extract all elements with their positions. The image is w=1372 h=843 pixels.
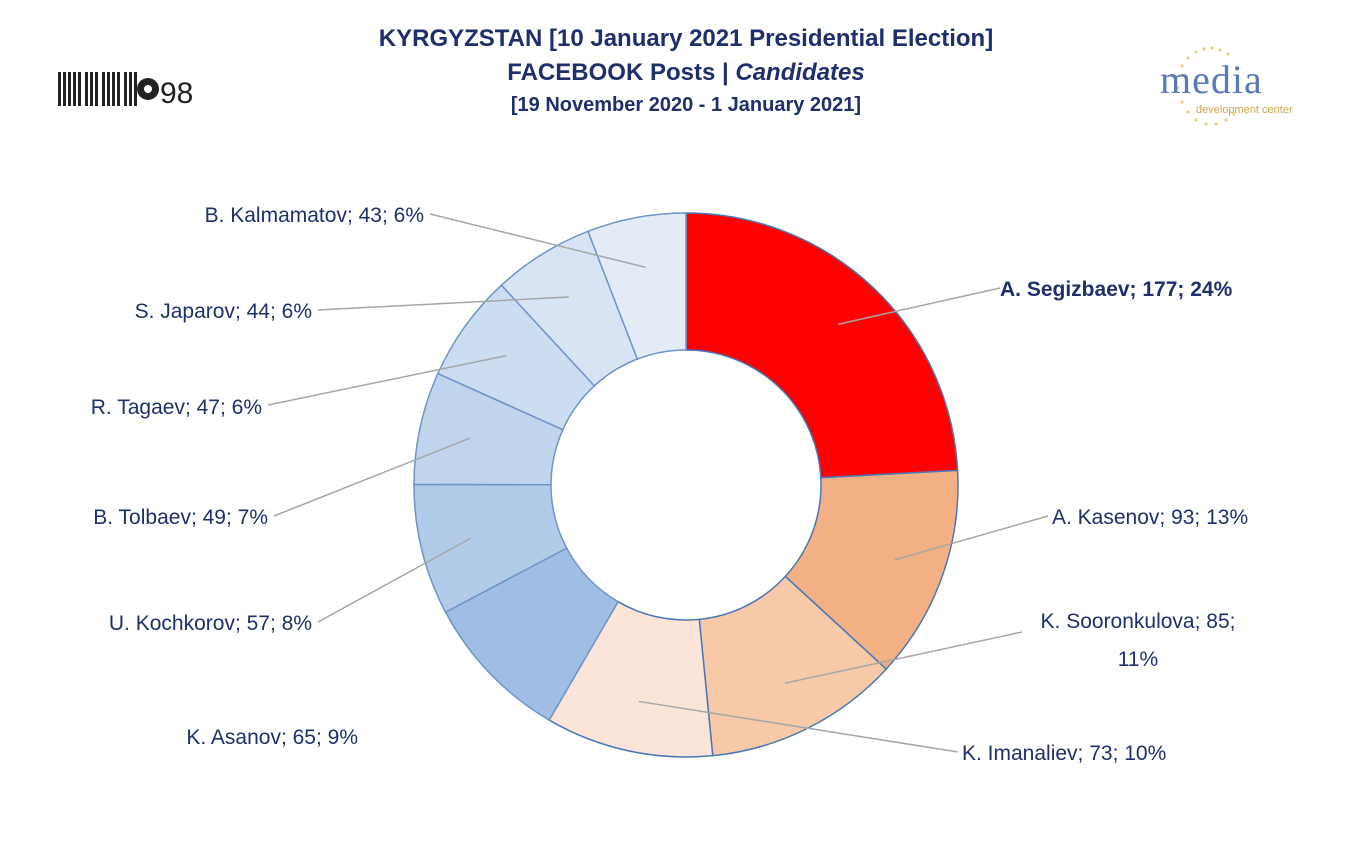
data-label: R. Tagaev; 47; 6% — [91, 396, 262, 419]
chart-title-block: KYRGYZSTAN [10 January 2021 Presidential… — [300, 22, 1072, 120]
leader-line — [273, 437, 470, 517]
chart-period: [19 November 2020 - 1 January 2021] — [510, 94, 862, 116]
data-label: B. Kalmamatov; 43; 6% — [205, 204, 424, 227]
leader-line — [894, 515, 1049, 561]
leader-lines — [267, 213, 1049, 753]
slice-b-kalmamatov — [587, 212, 687, 361]
doughnut-slices — [413, 212, 959, 758]
leader-line — [638, 700, 959, 753]
memo98-logo: 98 — [58, 70, 198, 110]
leader-line — [429, 213, 646, 268]
data-label: K. Sooronkulova; 85; 11% — [1041, 610, 1236, 671]
data-label: B. Tolbaev; 49; 7% — [93, 506, 268, 529]
chart-title: KYRGYZSTAN [10 January 2021 Presidential… — [378, 25, 994, 52]
chart-subtitle-italic: Candidates — [735, 59, 865, 86]
slice-a-segizbaev — [685, 212, 959, 479]
data-label: K. Asanov; 65; 9% — [186, 726, 358, 749]
memo98-logo-text: 98 — [160, 77, 193, 110]
leader-line — [267, 354, 507, 406]
data-labels: A. Segizbaev; 177; 24% A. Kasenov; 93; 13… — [91, 204, 1248, 765]
data-label: S. Japarov; 44; 6% — [135, 300, 312, 323]
data-label: A. Kasenov; 93; 13% — [1052, 506, 1248, 529]
media-development-center-logo: media development center — [1148, 44, 1308, 134]
leader-line — [317, 537, 472, 623]
data-label: U. Kochkorov; 57; 8% — [109, 612, 312, 635]
media-logo-tag: development center — [1196, 104, 1293, 116]
chart-subtitle: FACEBOOK Posts | Candidates — [300, 56, 1072, 90]
chart-subtitle-main: FACEBOOK Posts | — [507, 59, 729, 86]
data-label: A. Segizbaev; 177; 24% — [1000, 278, 1233, 301]
leader-line — [317, 296, 569, 311]
leader-line — [838, 287, 1001, 325]
leader-line — [784, 631, 1023, 684]
data-label: K. Imanaliev; 73; 10% — [962, 742, 1166, 765]
media-logo-word: media — [1160, 57, 1263, 102]
